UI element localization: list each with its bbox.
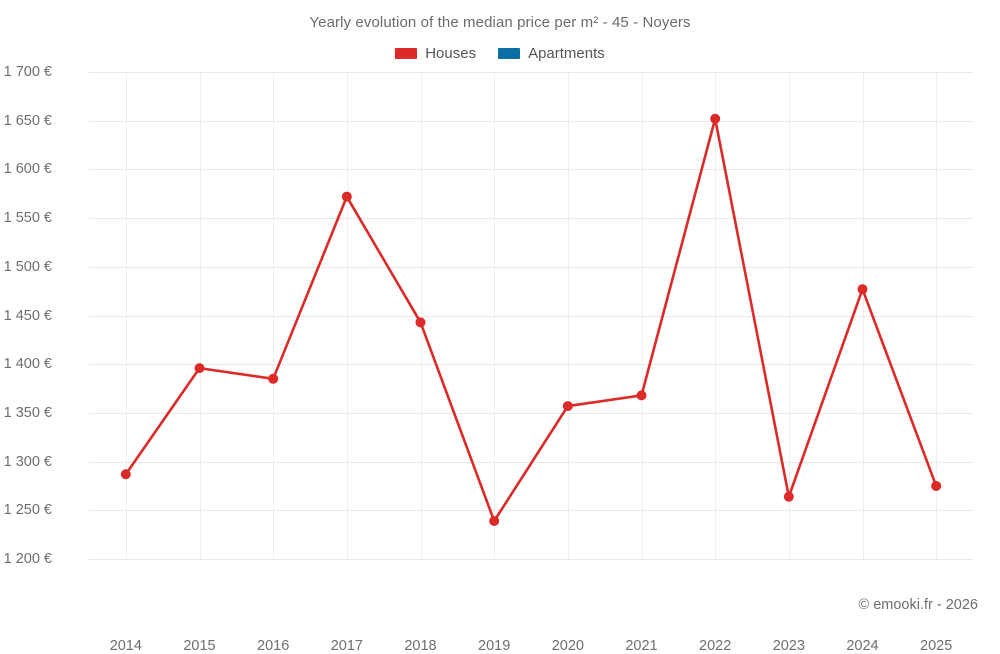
data-point[interactable] [931,480,942,491]
gridline-vertical [273,72,275,559]
legend-label-houses: Houses [425,45,477,62]
gridline-horizontal [89,412,973,414]
legend-entry-houses[interactable]: Houses [395,45,476,62]
data-point[interactable] [783,491,794,502]
x-axis-tick-label: 2023 [772,638,805,654]
gridline-horizontal [89,218,973,220]
gridline-vertical [125,72,127,559]
data-point[interactable] [341,191,352,202]
gridline-vertical [494,72,496,559]
x-axis-tick-label: 2017 [330,638,363,654]
x-axis-tick-label: 2019 [478,638,511,654]
series-line-houses [124,117,938,523]
gridline-horizontal [89,120,973,122]
legend-entry-apartments[interactable]: Apartments [498,45,605,62]
footer-credit: © emooki.fr - 2026 [858,597,978,613]
chart-title: Yearly evolution of the median price per… [309,14,691,31]
x-axis-tick-label: 2018 [404,638,437,654]
gridline-vertical [936,72,938,559]
gridline-horizontal [89,364,973,366]
x-axis-tick-label: 2015 [183,638,216,654]
chart-container: Yearly evolution of the median price per… [0,14,1000,654]
gridline-vertical [420,72,422,559]
data-point[interactable] [562,401,573,412]
data-point[interactable] [710,113,721,124]
y-axis-tick-label: 1 650 € [3,112,52,129]
gridline-horizontal [89,72,973,73]
data-point[interactable] [636,390,647,401]
gridline-vertical [715,72,717,559]
gridline-horizontal [89,315,973,317]
gridline-vertical [567,72,569,559]
gridline-horizontal [89,169,973,171]
data-point[interactable] [194,363,205,374]
legend-swatch-apartments [498,48,521,59]
x-axis-tick-label: 2022 [699,638,732,654]
y-axis-tick-label: 1 500 € [3,258,52,275]
y-axis-tick-label: 1 600 € [3,161,52,178]
gridline-horizontal [89,510,973,512]
plot-area: 1 200 € 1 250 € 1 300 € 1 350 € 1 400 € 1 450… [4,64,973,654]
gridline-horizontal [89,559,973,560]
data-point[interactable] [489,516,500,527]
x-axis-tick-label: 2021 [625,638,658,654]
x-axis-tick-label: 2016 [257,638,290,654]
x-axis-tick-label: 2025 [920,638,953,654]
legend-label-apartments: Apartments [528,45,605,62]
gridline-vertical [641,72,643,559]
gridline-vertical [199,72,201,559]
y-axis-tick-label: 1 250 € [3,502,52,519]
y-axis-tick-label: 1 300 € [3,453,52,470]
y-axis-tick-label: 1 350 € [3,404,52,421]
gridline-vertical [788,72,790,559]
gridline-vertical [346,72,348,559]
data-point[interactable] [268,373,279,384]
y-axis-tick-label: 1 400 € [3,356,52,373]
data-point[interactable] [415,317,426,328]
y-axis-tick-label: 1 700 € [3,64,52,80]
x-axis-tick-label: 2014 [109,638,142,654]
x-axis-tick-label: 2020 [551,638,584,654]
data-point[interactable] [120,469,131,480]
y-axis-tick-label: 1 550 € [3,210,52,227]
y-axis-tick-label: 1 200 € [3,551,52,567]
gridline-horizontal [89,266,973,268]
gridline-vertical [862,72,864,559]
series-layer [120,113,942,527]
data-point[interactable] [857,284,868,295]
chart-legend: Houses Apartments [0,45,1000,62]
y-axis-tick-label: 1 450 € [3,307,52,324]
x-axis-tick-label: 2024 [846,638,879,654]
legend-swatch-houses [395,48,418,59]
